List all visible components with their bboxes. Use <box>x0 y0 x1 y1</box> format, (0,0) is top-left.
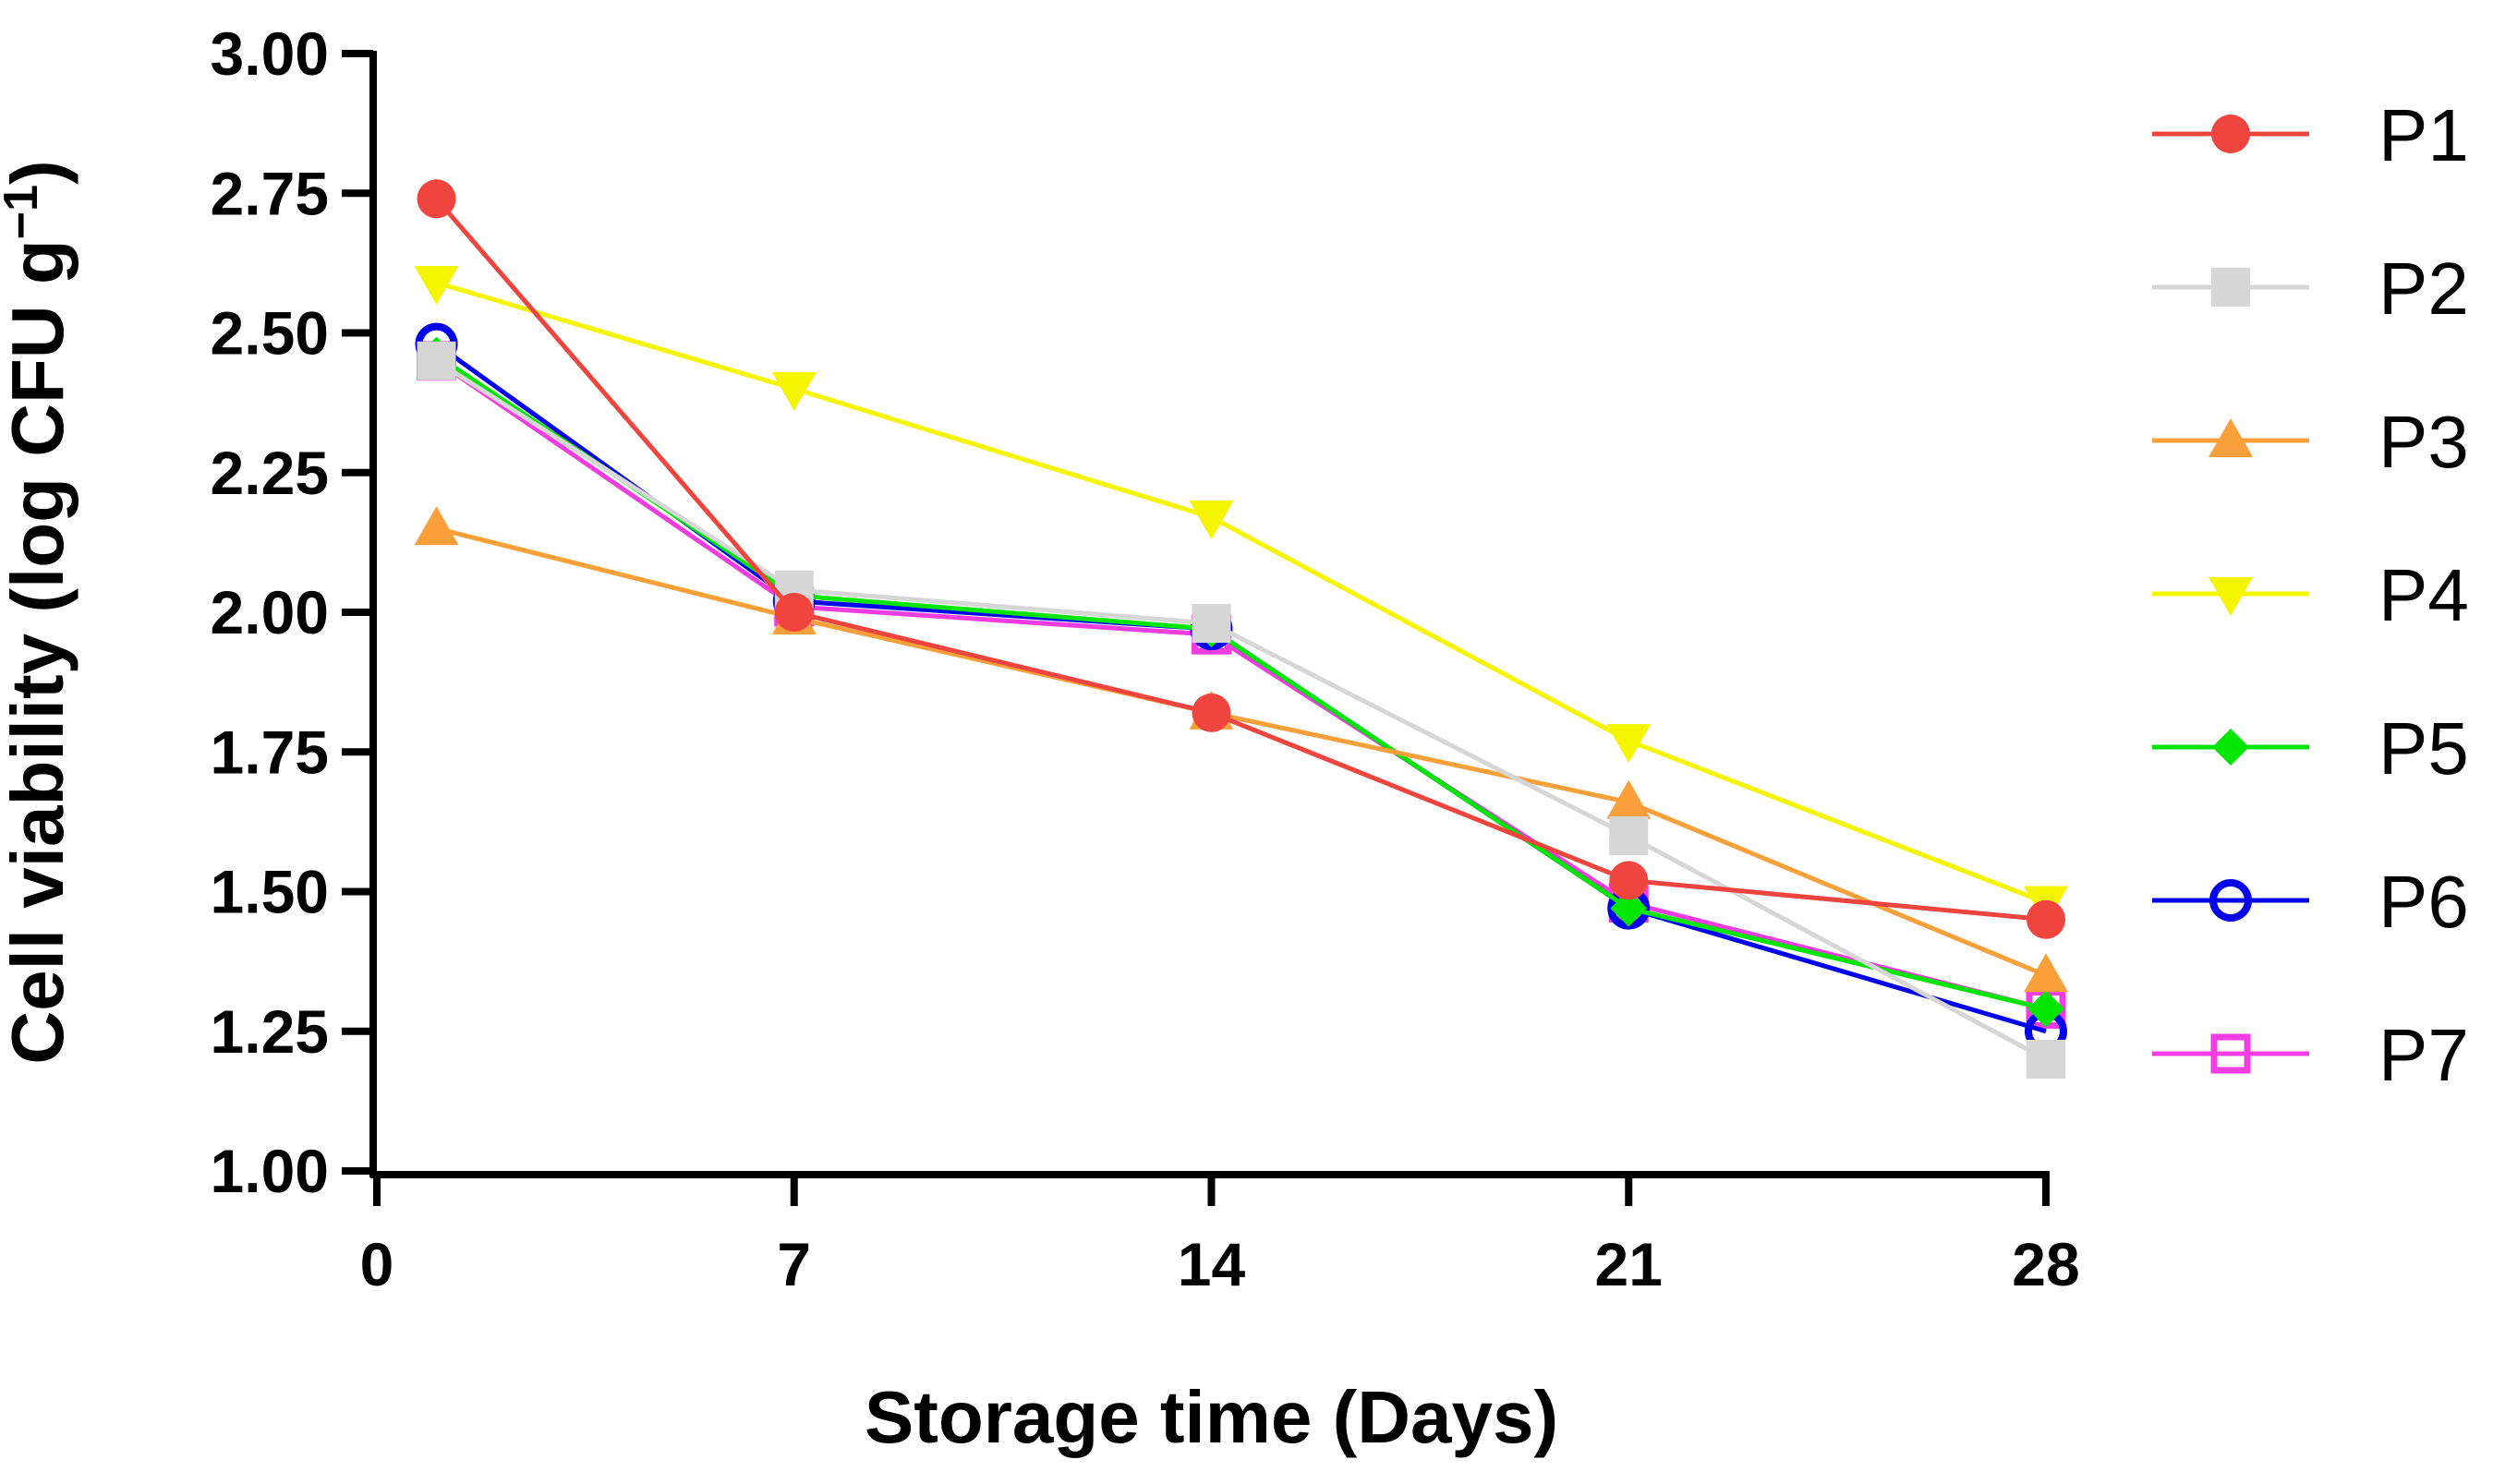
series-p1-point <box>417 179 456 219</box>
series-p1-point <box>774 593 814 632</box>
x-tick-label: 14 <box>1178 1230 1246 1298</box>
x-tick-label: 0 <box>360 1230 394 1298</box>
series-p4-point <box>1606 724 1652 764</box>
legend-marker <box>2210 1033 2251 1074</box>
series-p3 <box>414 506 2068 993</box>
series-p2-point <box>417 341 456 380</box>
legend-label: P3 <box>2378 401 2469 483</box>
legend-label: P5 <box>2378 707 2469 790</box>
series-p3-point <box>2024 953 2068 993</box>
series-p5-point <box>2027 990 2064 1028</box>
y-axis-title: Cell viability (log CFU g−1) <box>0 160 79 1064</box>
series-p4-point <box>771 372 817 411</box>
series-p4 <box>414 266 2068 925</box>
series-p6 <box>415 322 2067 1053</box>
series-p2-point <box>1609 816 1649 855</box>
x-tick-label: 21 <box>1595 1230 1663 1298</box>
series-p1-point <box>1609 861 1649 900</box>
legend-item-p3: P3 <box>2152 401 2469 483</box>
series-p1-point <box>2027 899 2065 939</box>
y-tick-label: 1.75 <box>211 718 329 786</box>
legend-label: P2 <box>2378 247 2469 330</box>
x-axis-title: Storage time (Days) <box>865 1376 1558 1458</box>
legend-item-p4: P4 <box>2152 554 2469 636</box>
series-p2 <box>417 341 2065 1079</box>
legend-item-p1: P1 <box>2152 94 2469 176</box>
series-p3-line <box>435 525 2047 978</box>
legend-item-p5: P5 <box>2152 707 2469 790</box>
legend-item-p7: P7 <box>2152 1014 2469 1096</box>
y-tick-label: 2.25 <box>211 439 329 507</box>
series-p1-point <box>1192 693 1231 732</box>
legend-marker <box>2209 577 2253 616</box>
y-tick-label: 1.25 <box>211 997 329 1066</box>
axes: 1.00 1.25 1.50 1.75 2.00 2.25 2.50 2.75 3.00 0 7 14… <box>211 19 2080 1298</box>
y-tick-label: 1.00 <box>211 1137 329 1205</box>
x-tick-label: 28 <box>2012 1230 2079 1298</box>
y-tick-label: 2.75 <box>211 159 329 227</box>
series-p5 <box>418 336 2064 1028</box>
series-p4-line <box>435 280 2047 905</box>
legend-marker <box>2211 115 2250 153</box>
legend: P1 P2 P3 P4 P5 P6 P7 <box>2152 94 2469 1096</box>
y-axis-title-close: ) <box>0 160 79 185</box>
legend-marker <box>2209 879 2252 922</box>
y-axis-title-main: Cell viability (log CFU g <box>0 239 79 1064</box>
series-p2-point <box>2027 1040 2065 1079</box>
series-p5-line <box>435 353 2047 1011</box>
legend-label: P4 <box>2378 554 2469 636</box>
series-p2-point <box>1192 604 1231 644</box>
legend-item-p6: P6 <box>2152 861 2469 943</box>
y-axis-title-superscript: −1 <box>0 185 48 239</box>
legend-label: P1 <box>2378 94 2469 176</box>
series-p3-point <box>1606 779 1652 819</box>
x-tick-label: 7 <box>777 1230 811 1298</box>
series-p4-point <box>1189 501 1234 540</box>
y-tick-label: 3.00 <box>211 19 329 88</box>
legend-item-p2: P2 <box>2152 247 2469 330</box>
series-p7-line <box>435 358 2047 1011</box>
series-layer <box>414 179 2068 1079</box>
series-p3-point <box>414 506 459 546</box>
y-tick-label: 2.50 <box>211 299 329 368</box>
series-p1 <box>417 179 2065 939</box>
legend-label: P6 <box>2378 861 2469 943</box>
series-p7 <box>417 341 2066 1030</box>
legend-label: P7 <box>2378 1014 2469 1096</box>
legend-marker <box>2212 729 2249 766</box>
legend-marker <box>2209 418 2253 457</box>
series-p5-point <box>1610 889 1648 927</box>
y-tick-label: 1.50 <box>211 858 329 926</box>
y-tick-label: 2.00 <box>211 578 329 646</box>
series-p2-line <box>435 358 2048 1062</box>
series-p4-point <box>414 266 459 306</box>
legend-marker <box>2211 268 2250 307</box>
